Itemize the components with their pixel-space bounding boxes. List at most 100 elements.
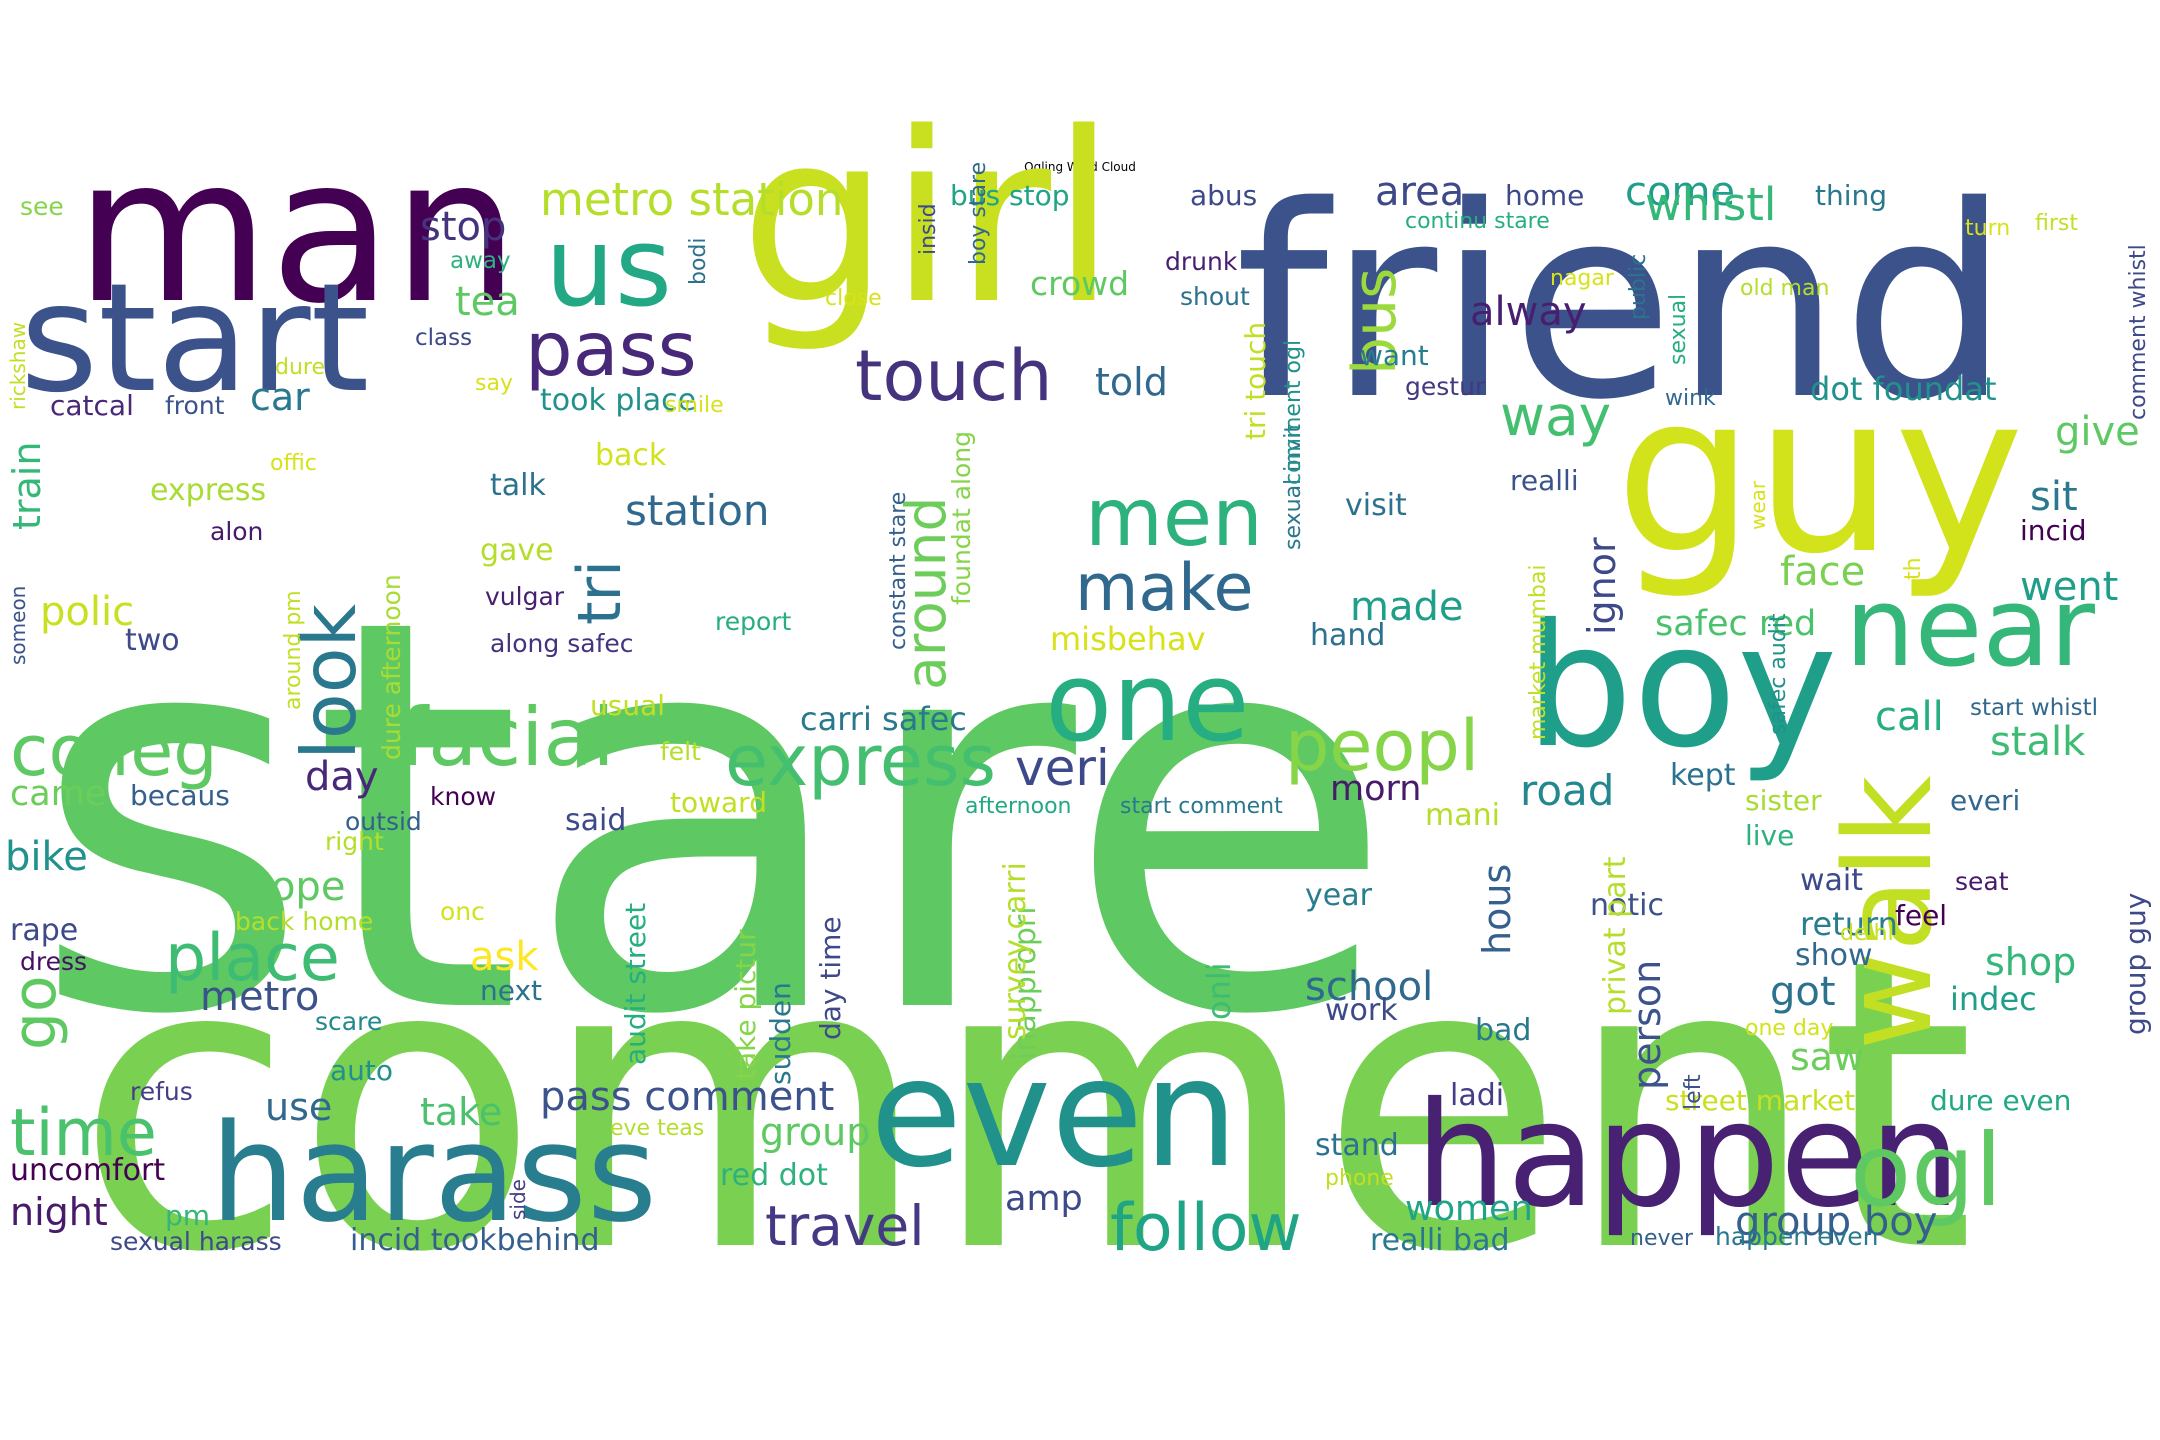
word-close: close bbox=[825, 286, 882, 311]
word-take: take bbox=[420, 1090, 502, 1134]
word-tri-touch: tri touch bbox=[1239, 322, 1272, 440]
word-usual: usual bbox=[590, 689, 665, 722]
word-travel: travel bbox=[765, 1194, 925, 1258]
word-touch: touch bbox=[855, 335, 1053, 417]
word-start-whistl: start whistl bbox=[1970, 695, 2098, 721]
word-pass: pass bbox=[525, 305, 697, 393]
word-inappropri: inappropri bbox=[1008, 906, 1043, 1060]
word-one: one bbox=[1045, 638, 1250, 766]
word-gave: gave bbox=[480, 533, 554, 568]
word-tea: tea bbox=[455, 279, 520, 325]
word-incid: incid bbox=[2020, 514, 2086, 547]
word-place: place bbox=[165, 921, 340, 996]
word-grope: grope bbox=[230, 864, 345, 910]
word-see: see bbox=[20, 192, 64, 221]
word-stalk: stalk bbox=[1990, 719, 2086, 765]
word-women: women bbox=[1405, 1189, 1533, 1229]
word-pm: pm bbox=[165, 1199, 210, 1232]
word-tri: tri bbox=[565, 560, 635, 625]
word-sexual-invit: sexual invit bbox=[1281, 424, 1306, 550]
word-facial: facial bbox=[400, 691, 615, 784]
word-road: road bbox=[1520, 766, 1614, 815]
word-th: th bbox=[1901, 557, 1926, 580]
word-stop: stop bbox=[420, 204, 506, 250]
word-front: front bbox=[165, 391, 225, 420]
word-year: year bbox=[1305, 878, 1373, 913]
word-colleg: colleg bbox=[10, 710, 218, 792]
word-ask: ask bbox=[470, 934, 539, 980]
word-happen: happen bbox=[1415, 1071, 1961, 1240]
word-survey-carri: survey carri bbox=[998, 862, 1033, 1040]
word-even: even bbox=[870, 1027, 1238, 1201]
word-peopl: peopl bbox=[1285, 705, 1479, 787]
word-come: come bbox=[1625, 169, 1735, 215]
word-bus-stop: bus stop bbox=[950, 179, 1069, 212]
word-eve-teas: eve teas bbox=[610, 1116, 704, 1141]
word-never: never bbox=[1630, 1226, 1694, 1251]
word-abus: abus bbox=[1190, 179, 1257, 212]
word-wink: wink bbox=[1665, 386, 1716, 411]
word-drunk: drunk bbox=[1165, 247, 1238, 276]
word-turn: turn bbox=[1965, 216, 2010, 241]
word-boy: boy bbox=[1525, 588, 1838, 786]
word-area: area bbox=[1375, 169, 1464, 215]
word-one-day: one day bbox=[1745, 1016, 1833, 1041]
word-outsid: outsid bbox=[345, 807, 422, 836]
word-morn: morn bbox=[1330, 769, 1421, 809]
word-night: night bbox=[10, 1190, 108, 1234]
word-class: class bbox=[415, 325, 472, 351]
word-misbehav: misbehav bbox=[1050, 620, 1206, 658]
word-sexual-harass: sexual harass bbox=[110, 1227, 282, 1256]
word-kept: kept bbox=[1670, 758, 1736, 793]
word-day-time: day time bbox=[814, 916, 847, 1040]
word-carri-safec: carri safec bbox=[800, 700, 967, 738]
word-girl: girl bbox=[740, 83, 1116, 356]
word-old-man: old man bbox=[1740, 276, 1829, 301]
word-rickshaw: rickshaw bbox=[6, 322, 30, 410]
word-wear: wear bbox=[1746, 480, 1770, 530]
word-privat-part: privat part bbox=[1598, 856, 1633, 1015]
word-red-dot: red dot bbox=[720, 1158, 828, 1193]
word-phone: phone bbox=[1325, 1166, 1394, 1191]
word-show: show bbox=[1795, 938, 1873, 973]
word-alway: alway bbox=[1470, 289, 1587, 335]
word-bike: bike bbox=[5, 834, 88, 880]
word-felt: felt bbox=[660, 737, 701, 766]
word-report: report bbox=[715, 607, 792, 636]
word-foundat-along: foundat along bbox=[947, 431, 976, 605]
word-look: look bbox=[285, 603, 373, 760]
word-insid: insid bbox=[916, 203, 941, 255]
word-know: know bbox=[430, 782, 496, 811]
word-dure: dure bbox=[275, 355, 325, 380]
word-use: use bbox=[265, 1085, 332, 1129]
word-around-pm: around pm bbox=[281, 590, 306, 710]
word-continu-stare: continu stare bbox=[1405, 209, 1550, 234]
word-face: face bbox=[1780, 549, 1865, 595]
word-first: first bbox=[2035, 211, 2078, 236]
word-bad: bad bbox=[1475, 1013, 1531, 1048]
word-stare: stare bbox=[30, 505, 1396, 1133]
word-seat: seat bbox=[1955, 867, 2009, 896]
word-boy-stare: boy stare bbox=[966, 162, 991, 265]
word-realli-bad: realli bad bbox=[1370, 1223, 1510, 1258]
word-ladi: ladi bbox=[1450, 1078, 1504, 1113]
word-home: home bbox=[1505, 179, 1584, 212]
word-school: school bbox=[1305, 964, 1433, 1010]
word-veri: veri bbox=[1015, 739, 1110, 797]
word-safec-red: safec red bbox=[1655, 604, 1816, 644]
word-start-comment: start comment bbox=[1120, 794, 1283, 819]
word-sister: sister bbox=[1745, 784, 1822, 817]
word-give: give bbox=[2055, 409, 2140, 455]
word-got: got bbox=[1770, 969, 1836, 1015]
word-crowd: crowd bbox=[1030, 264, 1129, 303]
word-whistl: whistl bbox=[1645, 178, 1776, 231]
word-amp: amp bbox=[1005, 1179, 1083, 1219]
word-side: side bbox=[506, 1179, 530, 1220]
word-comment-ogl: comment ogl bbox=[1281, 340, 1306, 485]
word-public: public bbox=[1626, 254, 1651, 320]
word-constant-stare: constant stare bbox=[886, 492, 911, 650]
word-around: around bbox=[894, 497, 958, 690]
word-rape: rape bbox=[10, 913, 78, 948]
word-nagar: nagar bbox=[1550, 266, 1615, 291]
word-everi: everi bbox=[1950, 784, 2020, 817]
